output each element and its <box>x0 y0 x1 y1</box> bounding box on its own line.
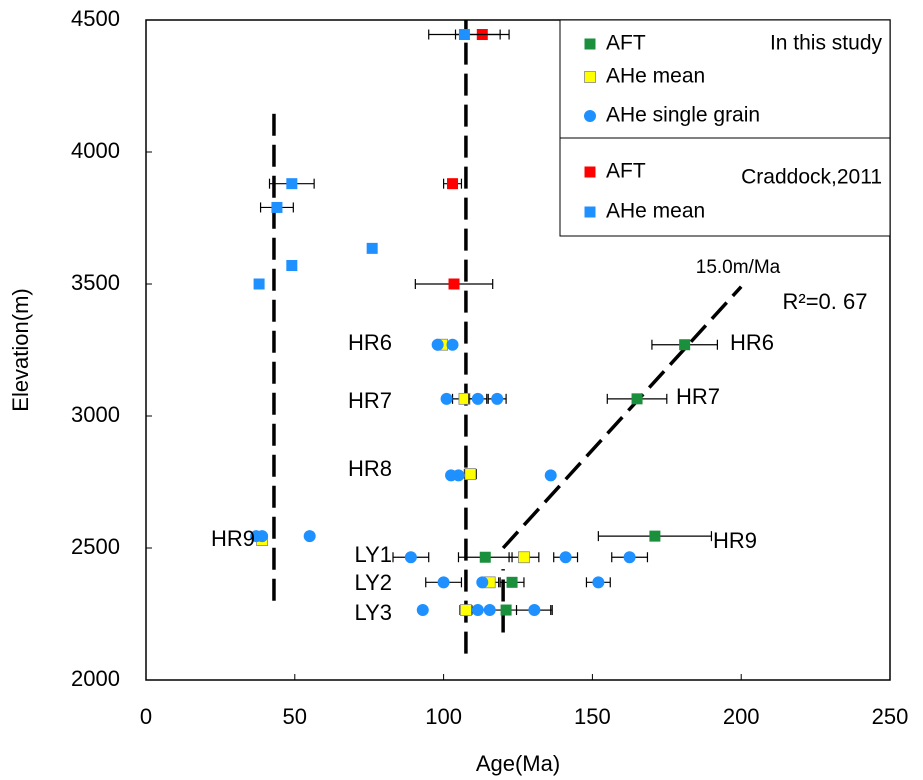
data-point <box>528 604 541 617</box>
data-point <box>592 576 605 589</box>
legend-marker <box>584 206 596 218</box>
data-point <box>431 338 444 351</box>
legend-box <box>559 19 891 237</box>
legend-marker <box>584 71 596 83</box>
legend-marker <box>584 38 596 50</box>
legend-group: In this study <box>770 32 883 55</box>
data-point <box>286 178 298 190</box>
data-point <box>491 392 504 405</box>
data-point <box>416 604 429 617</box>
data-point <box>559 551 572 564</box>
data-point <box>483 604 496 617</box>
data-point <box>679 339 691 351</box>
annotation: HR7 <box>676 384 720 409</box>
y-tick-label: 3000 <box>71 402 120 427</box>
legend-label: AHe mean <box>606 65 705 88</box>
x-tick-label: 250 <box>872 704 909 729</box>
x-axis-title: Age(Ma) <box>476 751 560 776</box>
y-tick-label: 2000 <box>71 666 120 691</box>
data-point <box>506 576 518 588</box>
annotation: 15.0m/Ma <box>696 257 781 278</box>
annotation: LY2 <box>354 570 392 595</box>
annotation: HR6 <box>730 330 774 355</box>
annotation: R²=0. 67 <box>783 289 868 314</box>
annotation: HR9 <box>713 528 757 553</box>
data-point <box>256 530 269 543</box>
x-tick-label: 200 <box>723 704 760 729</box>
data-point <box>452 469 465 482</box>
data-point <box>464 468 477 480</box>
plot-frame <box>145 19 891 681</box>
y-tick-label: 4500 <box>71 6 120 31</box>
annotation: HR6 <box>348 330 392 355</box>
data-point <box>404 551 417 564</box>
data-point <box>458 392 471 405</box>
data-point <box>623 551 636 564</box>
legend-marker <box>584 110 596 122</box>
data-point <box>437 576 450 589</box>
data-point <box>649 530 661 542</box>
data-point <box>271 201 283 213</box>
reference-line <box>501 285 743 550</box>
data-point <box>253 278 265 290</box>
data-point <box>440 392 453 405</box>
annotation: HR8 <box>348 456 392 481</box>
annotation: HR9 <box>211 526 255 551</box>
data-point <box>446 338 459 351</box>
data-point <box>544 469 557 482</box>
x-tick-label: 150 <box>574 704 611 729</box>
data-point <box>303 530 316 543</box>
annotation: LY3 <box>354 600 392 625</box>
legend-label: AHe mean <box>606 200 705 223</box>
annotation: HR7 <box>348 388 392 413</box>
data-point <box>286 260 298 272</box>
legend-marker <box>584 166 596 178</box>
data-point <box>447 178 459 190</box>
legend-group: Craddock,2011 <box>741 166 882 189</box>
data-point <box>460 604 472 616</box>
data-point <box>500 604 512 616</box>
y-tick-label: 2500 <box>71 534 120 559</box>
x-tick-label: 50 <box>283 704 307 729</box>
data-point <box>631 393 643 405</box>
y-tick-label: 3500 <box>71 270 120 295</box>
data-point <box>471 604 484 617</box>
data-point <box>448 278 460 290</box>
legend-label: AHe single grain <box>606 104 760 127</box>
x-tick-label: 0 <box>140 704 152 729</box>
legend-label: AFT <box>606 160 646 183</box>
data-point <box>476 576 489 589</box>
legend-label: AFT <box>606 32 646 55</box>
x-tick-label: 100 <box>425 704 462 729</box>
y-axis-title: Elevation(m) <box>8 288 33 411</box>
data-point <box>458 29 470 41</box>
data-point <box>471 392 484 405</box>
data-point <box>366 242 378 254</box>
data-point <box>518 551 530 564</box>
data-point <box>479 551 491 563</box>
annotation: LY1 <box>354 542 392 567</box>
y-tick-label: 4000 <box>71 138 120 163</box>
